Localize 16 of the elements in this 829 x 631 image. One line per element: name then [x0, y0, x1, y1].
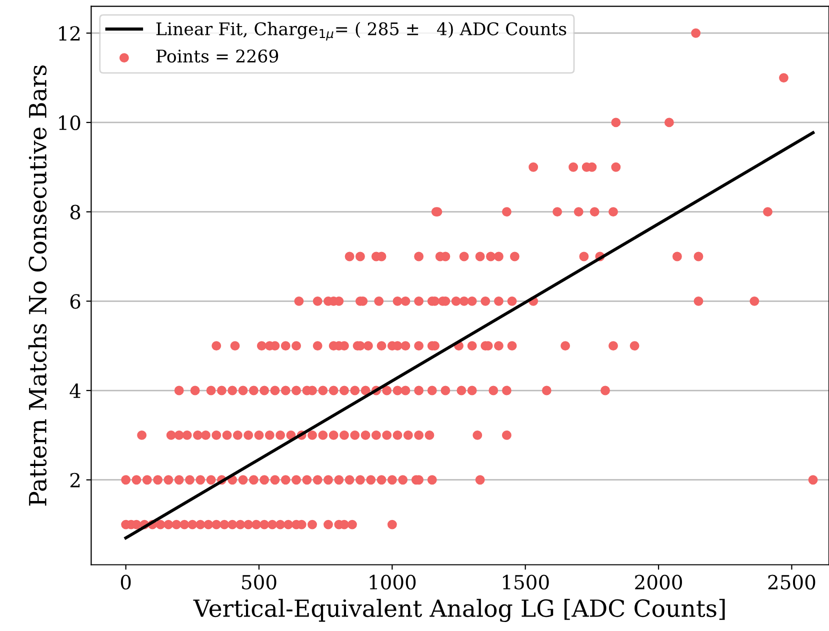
x-tick-label: 0	[120, 574, 131, 590]
x-tick-label: 1000	[370, 574, 416, 590]
y-tick-label: 10	[59, 115, 80, 130]
y-tick-label: 6	[70, 294, 80, 309]
y-tick-label: 8	[70, 204, 80, 220]
legend-label: Points = 2269	[156, 50, 278, 63]
x-tick-label: 2500	[768, 574, 816, 590]
x-tick-label: 2000	[635, 574, 682, 590]
x-axis-title: Vertical-Equivalent Analog LG [ADC Counts]	[193, 598, 725, 622]
x-tick-label: 500	[242, 574, 276, 590]
y-tick-label: 4	[70, 383, 80, 398]
y-tick-label: 2	[70, 472, 80, 488]
y-tick-label: 12	[59, 26, 80, 40]
legend-label: Linear Fit, Charge$_{1μ}$= ( 285 ± 4) ADC Counts	[156, 22, 566, 40]
y-axis-title: Pattern Matchs No Consecutive Bars	[28, 65, 47, 506]
x-tick-label: 1500	[502, 574, 549, 590]
